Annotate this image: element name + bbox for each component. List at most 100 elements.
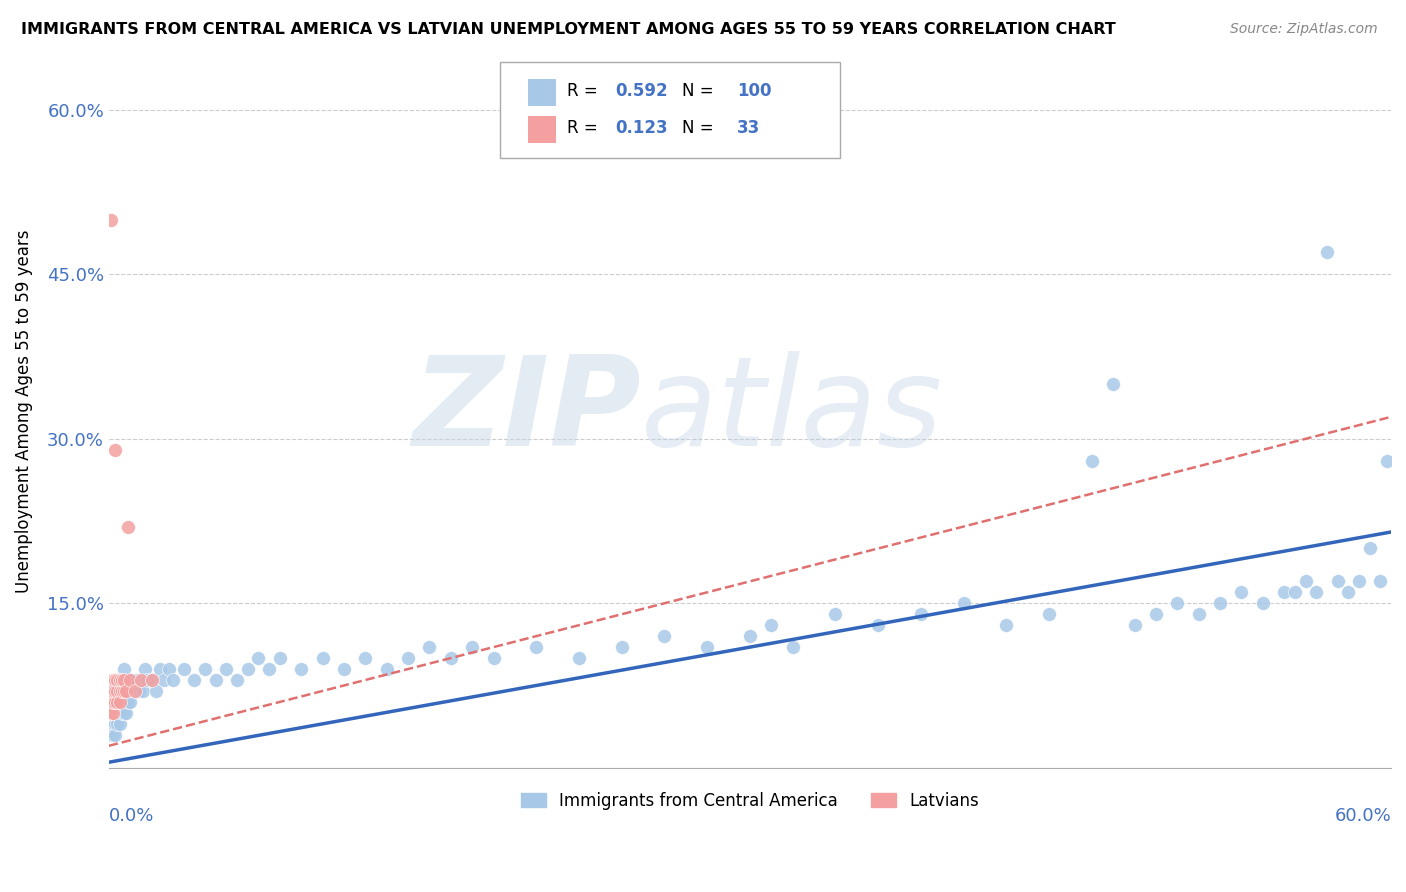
Point bbox=[183, 673, 205, 687]
Point bbox=[1166, 596, 1188, 610]
Point bbox=[107, 684, 129, 698]
Point bbox=[149, 662, 172, 676]
Text: 0.592: 0.592 bbox=[616, 82, 668, 100]
Point bbox=[1295, 574, 1317, 589]
Point bbox=[124, 684, 146, 698]
Point bbox=[111, 706, 134, 720]
Point bbox=[204, 673, 226, 687]
Point bbox=[100, 716, 122, 731]
Point bbox=[101, 695, 124, 709]
Point bbox=[104, 684, 127, 698]
Point bbox=[952, 596, 974, 610]
Point bbox=[1358, 541, 1381, 556]
Point bbox=[1081, 454, 1104, 468]
Point bbox=[112, 673, 135, 687]
Point bbox=[1230, 585, 1253, 599]
Point bbox=[120, 684, 142, 698]
Point bbox=[115, 684, 138, 698]
Legend: Immigrants from Central America, Latvians: Immigrants from Central America, Latvian… bbox=[515, 785, 986, 816]
Point bbox=[108, 706, 131, 720]
Text: 0.123: 0.123 bbox=[616, 119, 668, 136]
Point bbox=[101, 684, 124, 698]
Point bbox=[153, 673, 176, 687]
Point bbox=[100, 706, 122, 720]
Point bbox=[104, 728, 127, 742]
Point bbox=[100, 706, 122, 720]
Point bbox=[354, 651, 377, 665]
Text: 0.0%: 0.0% bbox=[108, 807, 155, 825]
Point bbox=[247, 651, 270, 665]
Point bbox=[1305, 585, 1327, 599]
Point bbox=[101, 728, 124, 742]
Point bbox=[125, 673, 148, 687]
Point bbox=[107, 673, 129, 687]
Point bbox=[482, 651, 505, 665]
Point bbox=[100, 728, 122, 742]
Point bbox=[104, 716, 127, 731]
Text: ZIP: ZIP bbox=[412, 351, 641, 472]
Point bbox=[1284, 585, 1306, 599]
Point bbox=[101, 706, 124, 720]
Text: 33: 33 bbox=[737, 119, 761, 136]
Point bbox=[120, 673, 142, 687]
Point bbox=[100, 684, 122, 698]
Point bbox=[129, 673, 152, 687]
Text: Source: ZipAtlas.com: Source: ZipAtlas.com bbox=[1230, 22, 1378, 37]
Point bbox=[104, 684, 127, 698]
Text: R =: R = bbox=[567, 119, 598, 136]
Point bbox=[1348, 574, 1371, 589]
Point bbox=[112, 662, 135, 676]
Point bbox=[108, 684, 131, 698]
Point bbox=[129, 673, 152, 687]
Point bbox=[910, 607, 932, 622]
Point bbox=[115, 706, 138, 720]
Point bbox=[101, 684, 124, 698]
Point bbox=[132, 684, 155, 698]
Point bbox=[173, 662, 195, 676]
Text: N =: N = bbox=[682, 82, 714, 100]
Point bbox=[1038, 607, 1060, 622]
Point bbox=[108, 695, 131, 709]
Point bbox=[120, 695, 142, 709]
Point bbox=[995, 618, 1018, 632]
Text: 100: 100 bbox=[737, 82, 772, 100]
Text: R =: R = bbox=[567, 82, 598, 100]
Point bbox=[1102, 377, 1125, 392]
Point bbox=[311, 651, 333, 665]
Point bbox=[115, 684, 138, 698]
Point bbox=[134, 662, 156, 676]
Point bbox=[1188, 607, 1211, 622]
Point bbox=[108, 716, 131, 731]
Point bbox=[117, 519, 139, 533]
Point bbox=[1326, 574, 1348, 589]
Point bbox=[1272, 585, 1295, 599]
Point bbox=[104, 706, 127, 720]
Point bbox=[101, 716, 124, 731]
Point bbox=[396, 651, 419, 665]
Point bbox=[111, 695, 134, 709]
FancyBboxPatch shape bbox=[529, 79, 557, 106]
Point bbox=[100, 695, 122, 709]
Point bbox=[141, 673, 163, 687]
Point bbox=[101, 684, 124, 698]
Point bbox=[107, 673, 129, 687]
Point bbox=[108, 695, 131, 709]
Point bbox=[1123, 618, 1146, 632]
Point bbox=[782, 640, 804, 654]
Text: atlas: atlas bbox=[641, 351, 943, 472]
Point bbox=[107, 695, 129, 709]
Point bbox=[333, 662, 356, 676]
Point bbox=[117, 684, 139, 698]
Point bbox=[440, 651, 463, 665]
Point bbox=[145, 684, 167, 698]
Text: IMMIGRANTS FROM CENTRAL AMERICA VS LATVIAN UNEMPLOYMENT AMONG AGES 55 TO 59 YEAR: IMMIGRANTS FROM CENTRAL AMERICA VS LATVI… bbox=[21, 22, 1116, 37]
Point bbox=[269, 651, 291, 665]
Point bbox=[1251, 596, 1274, 610]
Point bbox=[141, 673, 163, 687]
Point bbox=[107, 706, 129, 720]
Point bbox=[1337, 585, 1360, 599]
Point bbox=[868, 618, 890, 632]
FancyBboxPatch shape bbox=[529, 116, 557, 143]
Point bbox=[824, 607, 846, 622]
Point bbox=[104, 695, 127, 709]
